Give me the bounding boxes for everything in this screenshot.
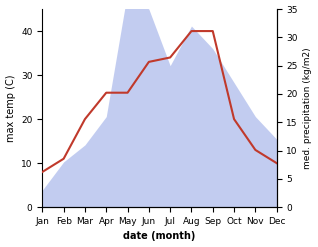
X-axis label: date (month): date (month) [123,231,196,242]
Y-axis label: med. precipitation (kg/m2): med. precipitation (kg/m2) [303,47,313,169]
Y-axis label: max temp (C): max temp (C) [5,74,16,142]
